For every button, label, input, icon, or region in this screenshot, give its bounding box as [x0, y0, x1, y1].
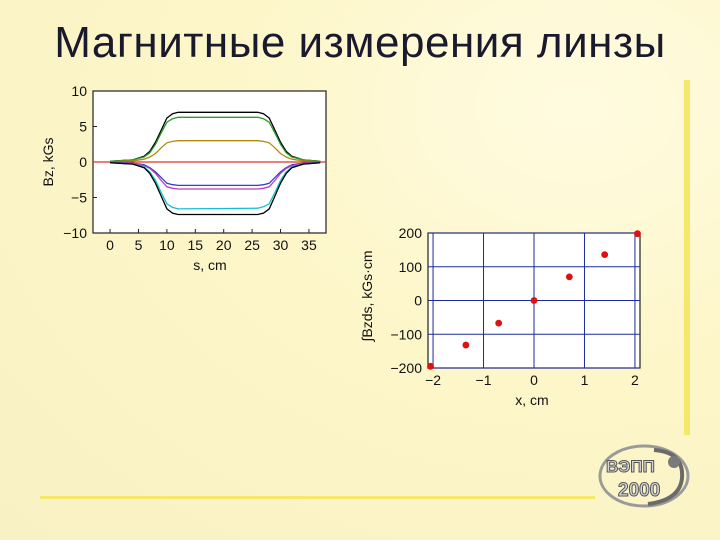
int-x-tick-label: 1 — [581, 372, 589, 388]
int-y-tick-label: 100 — [399, 259, 423, 275]
int-y-tick-label: 0 — [414, 293, 422, 309]
bz-series-line — [109, 111, 321, 162]
bz-x-tick-label: 25 — [244, 237, 260, 253]
bz-y-tick-label: 0 — [79, 154, 87, 170]
bz-x-tick-label: 0 — [106, 237, 114, 253]
int-x-tick-label: −1 — [476, 372, 492, 388]
logo-text-line1: ВЭПП — [606, 457, 655, 476]
int-data-point — [462, 341, 470, 349]
bz-series-line — [109, 116, 321, 162]
int-data-point — [565, 273, 573, 281]
bz-x-tick-label: 5 — [135, 237, 143, 253]
bz-y-tick-label: 10 — [71, 83, 87, 99]
bz-y-tick-label: −10 — [63, 225, 87, 241]
int-y-tick-label: 200 — [399, 225, 423, 241]
bz-x-tick-label: 20 — [216, 237, 232, 253]
int-x-axis-label: x, cm — [515, 392, 548, 408]
int-y-tick-label: −100 — [390, 326, 422, 342]
bz-series-line — [109, 162, 321, 216]
bz-y-axis-label: Bz, kGs — [40, 137, 56, 186]
int-x-tick-label: −2 — [425, 372, 441, 388]
bz-series-line — [109, 162, 321, 210]
slide-title: Магнитные измерения линзы — [54, 18, 666, 67]
bz-x-tick-label: 15 — [188, 237, 204, 253]
logo-text-line2: 2000 — [618, 480, 660, 501]
accent-bar-right — [684, 80, 690, 435]
bz-y-tick-label: −5 — [71, 190, 87, 206]
bz-series-line — [109, 161, 321, 190]
int-x-tick-label: 2 — [631, 372, 639, 388]
bz-series-line — [109, 140, 321, 163]
bz-x-tick-label: 35 — [301, 237, 317, 253]
bz-x-tick-label: 10 — [159, 237, 175, 253]
int-data-point — [427, 362, 434, 370]
bz-x-tick-label: 30 — [273, 237, 289, 253]
accent-bar-bottom — [40, 496, 595, 499]
int-y-axis-label: ∫Bzds, kGs·cm — [359, 251, 375, 343]
bz-y-tick-label: 5 — [79, 119, 87, 135]
logo-mark — [598, 444, 690, 508]
bz-x-axis-label: s, cm — [193, 257, 226, 273]
int-y-tick-label: −200 — [390, 360, 422, 376]
int-x-tick-label: 0 — [530, 372, 538, 388]
int-data-point — [495, 319, 503, 327]
vepp-logo: ВЭПП 2000 — [598, 444, 690, 508]
int-data-point — [530, 297, 538, 304]
int-data-point — [634, 230, 641, 238]
int-data-point — [601, 251, 609, 258]
